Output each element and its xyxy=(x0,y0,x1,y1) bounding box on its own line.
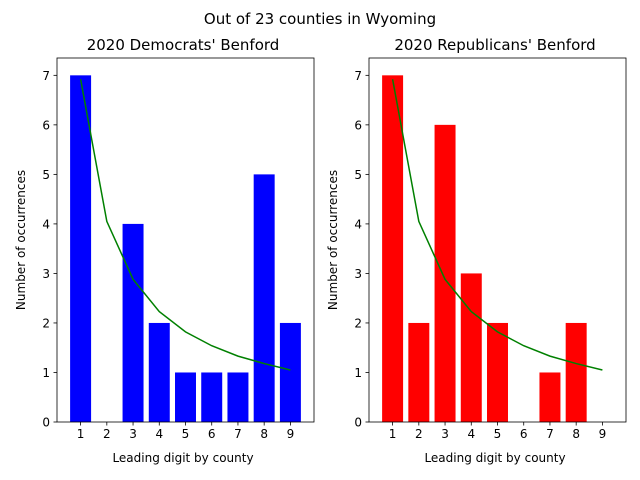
republicans-bar-7 xyxy=(539,372,561,422)
republicans-bar-3 xyxy=(434,124,456,422)
democrats-x-tick-label-7: 7 xyxy=(234,427,242,441)
democrats-bar-7 xyxy=(227,372,249,422)
republicans-bar-2 xyxy=(408,322,430,422)
republicans-bar-1 xyxy=(382,75,404,422)
democrats-benford-line xyxy=(79,79,291,371)
republicans-x-tick-label-6: 6 xyxy=(520,427,528,441)
republicans-chart: 2020 Republicans' Benford Leading digit … xyxy=(326,36,627,465)
republicans-x-tick-label-3: 3 xyxy=(441,427,449,441)
republicans-y-tick-label-1: 1 xyxy=(354,366,362,380)
republicans-bar-8 xyxy=(565,322,587,422)
democrats-y-tick-label-6: 6 xyxy=(42,118,50,132)
republicans-x-tick-label-7: 7 xyxy=(546,427,554,441)
democrats-bar-1 xyxy=(70,75,92,422)
democrats-x-tick-label-9: 9 xyxy=(287,427,295,441)
democrats-bar-8 xyxy=(253,174,275,422)
republicans-y-tick-label-5: 5 xyxy=(354,168,362,182)
republicans-bar-5 xyxy=(487,322,508,422)
democrats-chart: 2020 Democrats' Benford Leading digit by… xyxy=(14,36,315,465)
democrats-x-tick-label-3: 3 xyxy=(129,427,137,441)
democrats-bar-4 xyxy=(148,322,170,422)
democrats-y-tick-label-4: 4 xyxy=(42,217,50,231)
democrats-x-tick-label-2: 2 xyxy=(103,427,111,441)
republicans-x-tick-label-4: 4 xyxy=(467,427,475,441)
republicans-y-tick-label-7: 7 xyxy=(354,69,362,83)
republicans-x-tick-label-2: 2 xyxy=(415,427,423,441)
republicans-plot-area: 1 2 3 4 5 6 7 8 9 0 1 2 3 4 5 6 7 xyxy=(354,57,627,441)
republicans-y-tick-label-2: 2 xyxy=(354,316,362,330)
republicans-x-tick-label-9: 9 xyxy=(599,427,607,441)
republicans-y-tick-label-0: 0 xyxy=(354,416,362,430)
republicans-y-tick-label-4: 4 xyxy=(354,217,362,231)
republicans-y-axis-label: Number of occurrences xyxy=(326,170,340,310)
democrats-bar-6 xyxy=(201,372,223,422)
figure-suptitle: Out of 23 counties in Wyoming xyxy=(204,10,436,28)
democrats-x-tick-label-4: 4 xyxy=(155,427,163,441)
republicans-y-tick-label-3: 3 xyxy=(354,267,362,281)
democrats-plot-area: 1 2 3 4 5 6 7 8 9 0 1 2 3 4 5 6 7 xyxy=(42,57,315,441)
democrats-chart-title: 2020 Democrats' Benford xyxy=(87,36,280,54)
republicans-x-tick-label-5: 5 xyxy=(494,427,502,441)
democrats-bar-5 xyxy=(175,372,196,422)
republicans-bar-4 xyxy=(460,273,482,422)
democrats-x-tick-label-6: 6 xyxy=(208,427,216,441)
democrats-axes-frame xyxy=(56,57,315,423)
democrats-y-tick-label-5: 5 xyxy=(42,168,50,182)
democrats-x-axis-label: Leading digit by county xyxy=(112,451,253,465)
republicans-y-tick-label-6: 6 xyxy=(354,118,362,132)
republicans-benford-line xyxy=(391,79,603,371)
democrats-y-axis-label: Number of occurrences xyxy=(14,170,28,310)
republicans-x-tick-label-8: 8 xyxy=(572,427,580,441)
republicans-chart-title: 2020 Republicans' Benford xyxy=(394,36,595,54)
democrats-y-tick-label-2: 2 xyxy=(42,316,50,330)
democrats-bar-3 xyxy=(122,223,144,422)
democrats-y-tick-label-7: 7 xyxy=(42,69,50,83)
democrats-y-tick-label-1: 1 xyxy=(42,366,50,380)
republicans-x-axis-label: Leading digit by county xyxy=(424,451,565,465)
democrats-x-tick-label-5: 5 xyxy=(182,427,190,441)
democrats-y-tick-label-0: 0 xyxy=(42,416,50,430)
democrats-bar-9 xyxy=(279,322,301,422)
democrats-x-tick-label-1: 1 xyxy=(77,427,85,441)
republicans-x-tick-label-1: 1 xyxy=(389,427,397,441)
democrats-y-tick-label-3: 3 xyxy=(42,267,50,281)
democrats-x-tick-label-8: 8 xyxy=(260,427,268,441)
